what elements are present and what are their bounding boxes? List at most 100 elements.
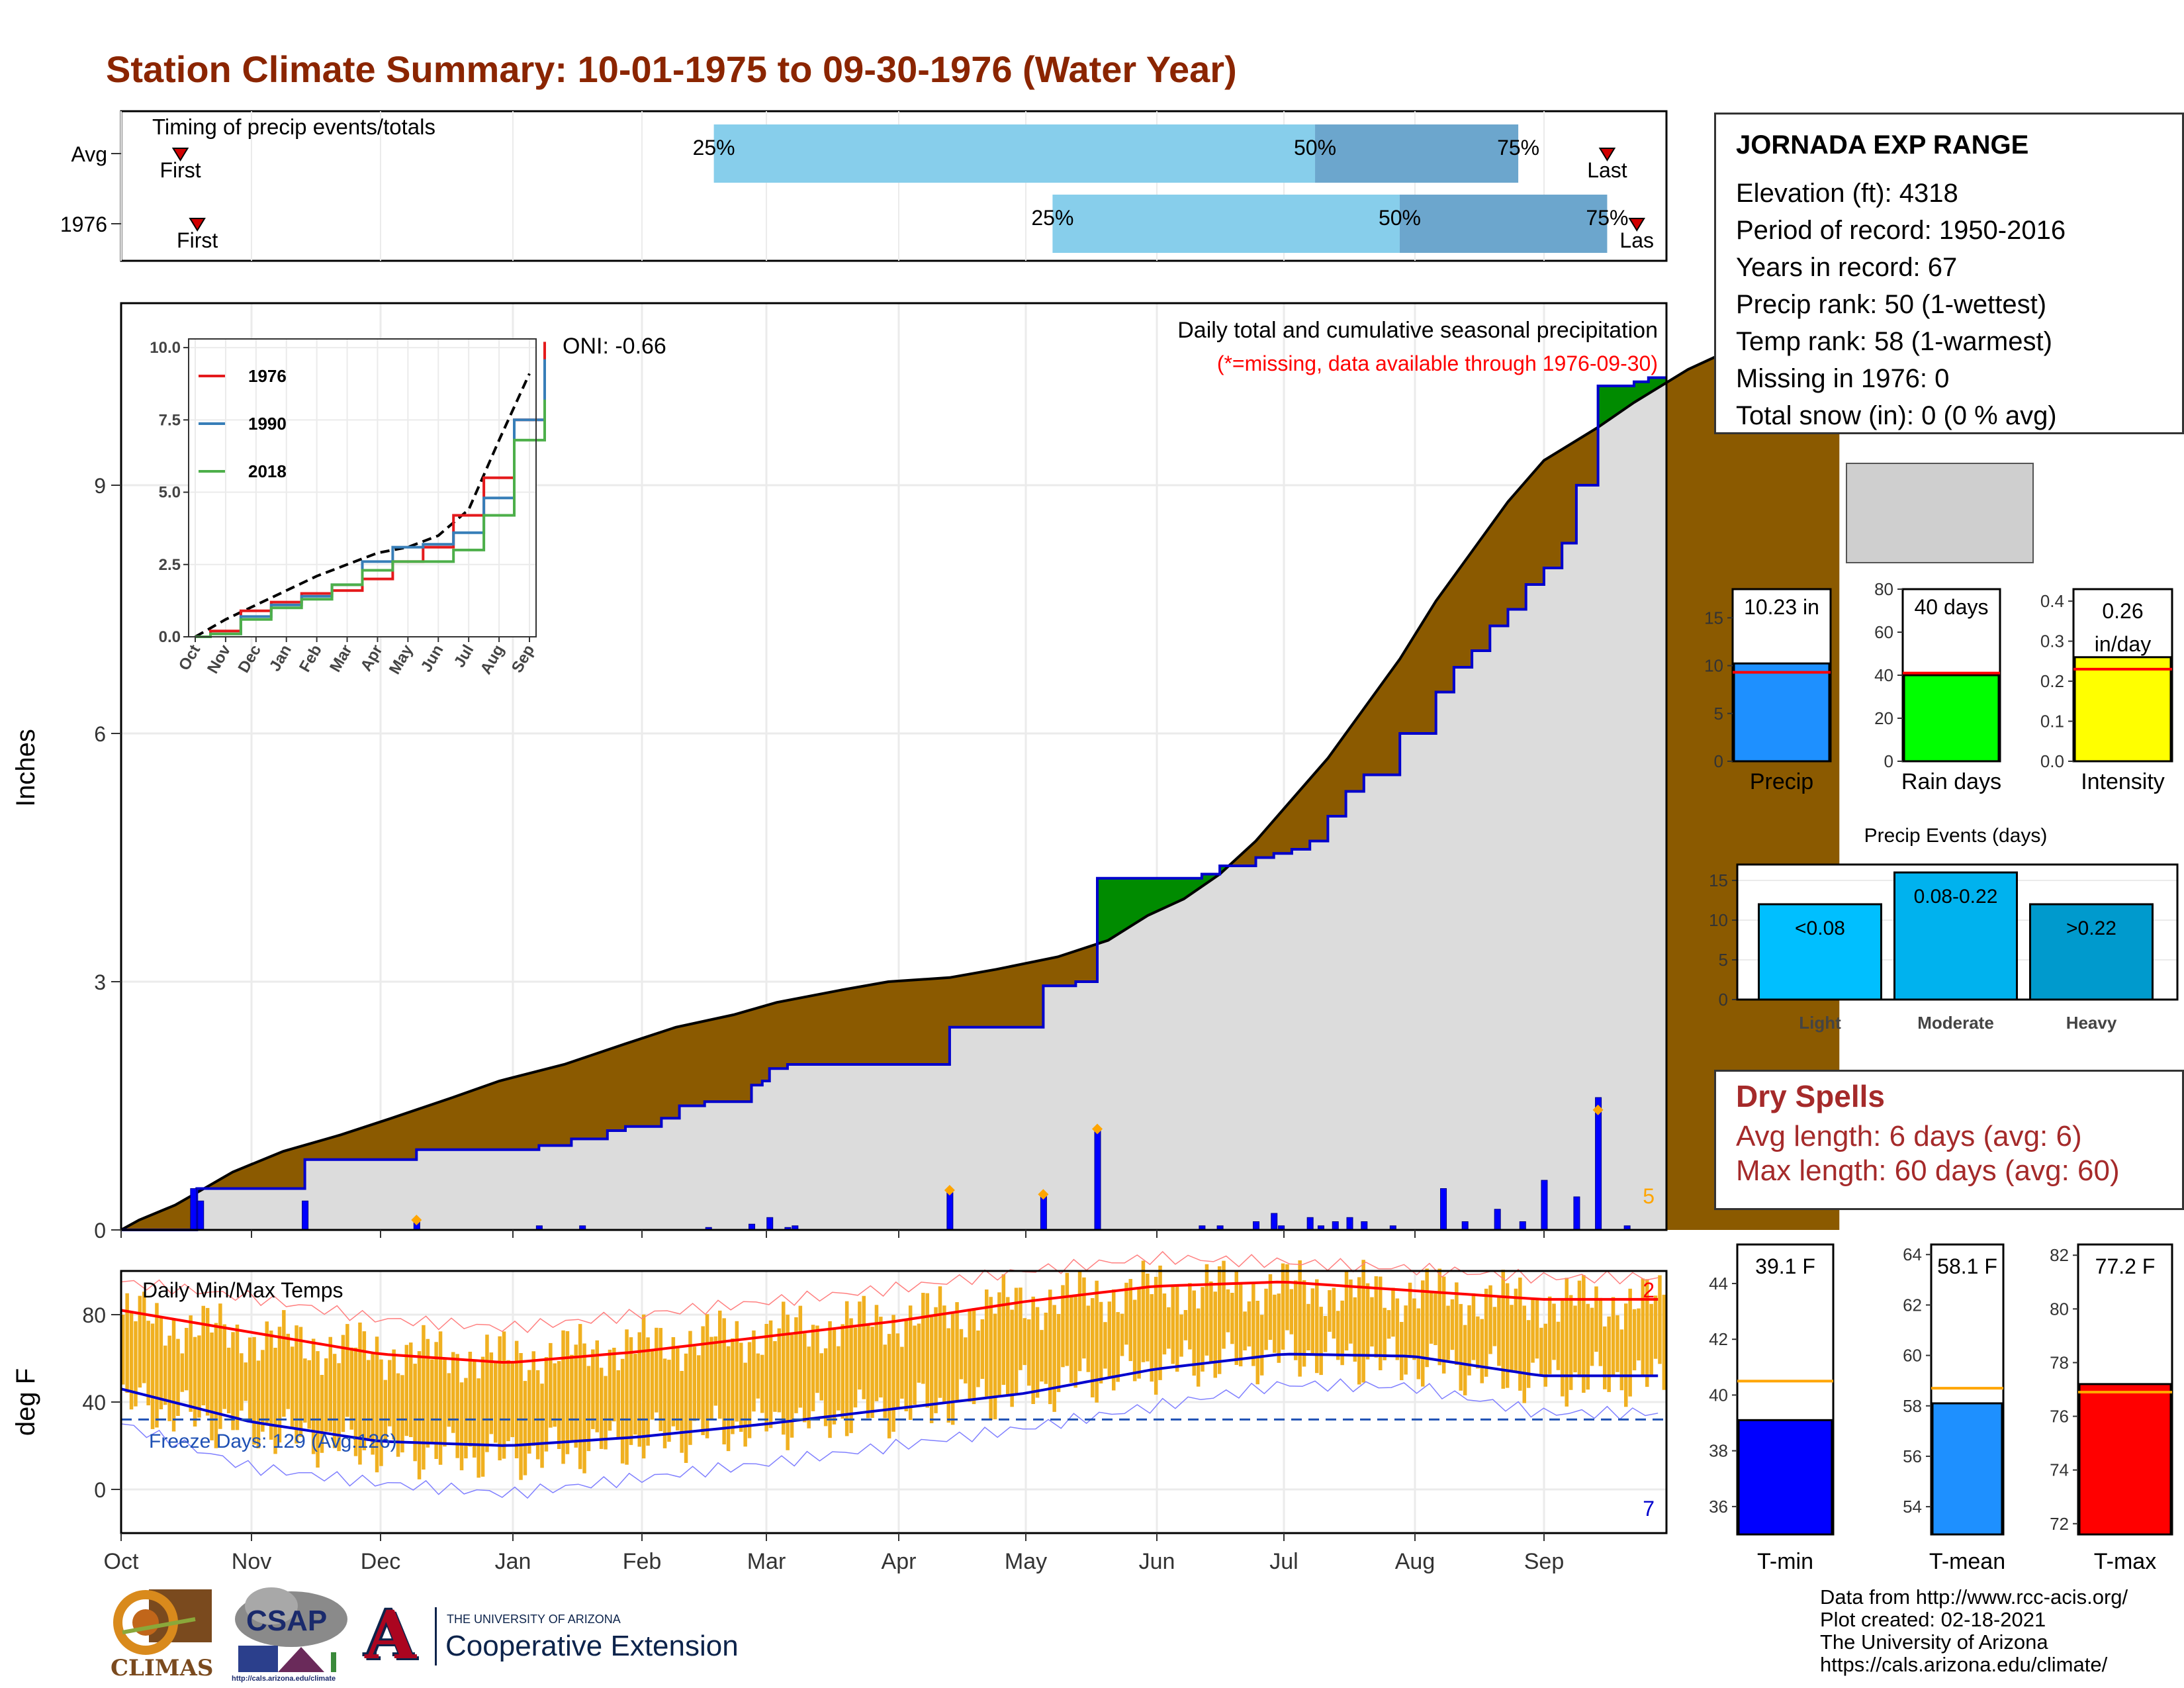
daily-precip-bar (197, 1200, 205, 1231)
avg-cumulative-line (120, 302, 1841, 1231)
daily-temp-bar (1400, 1322, 1404, 1380)
daily-temp-bar (1014, 1288, 1019, 1395)
daily-temp-bar (256, 1360, 261, 1448)
daily-temp-bar (1615, 1315, 1619, 1372)
daily-temp-bar (1586, 1303, 1590, 1390)
daily-temp-bar (125, 1293, 129, 1393)
daily-temp-bar (1183, 1310, 1188, 1340)
daily-temp-bar (807, 1346, 811, 1429)
timing-row-label: 1976 (60, 212, 107, 236)
inset-series-line-1990 (195, 359, 546, 638)
precip-events-frame (1736, 863, 2179, 1001)
daily-temp-bar (240, 1353, 244, 1411)
summary-y-tick-label: 0 (1714, 751, 1723, 771)
daily-temp-bar (1255, 1301, 1259, 1385)
timing-q25-label: 25% (693, 136, 735, 160)
daily-temp-bar (1027, 1319, 1031, 1386)
daily-temp-bar (1268, 1274, 1273, 1340)
temp-line-record_max (120, 1250, 1659, 1333)
daily-temp-bar (1353, 1297, 1357, 1362)
daily-temp-bar (1099, 1301, 1103, 1383)
daily-temp-bar (1124, 1282, 1128, 1345)
footer-line-data-source: Data from http://www.rcc-acis.org/ (1820, 1585, 2128, 1609)
daily-temp-bar (1645, 1279, 1649, 1387)
daily-temp-bar (1446, 1305, 1450, 1360)
temp-summary-panel-t-mean: 54 56 58 60 62 64 58.1 F T-mean (1903, 1243, 2005, 1574)
timing-first-label: First (159, 158, 201, 182)
daily-temp-bar (349, 1347, 353, 1430)
precip-event-bar-moderate (1893, 871, 2018, 1001)
daily-temp-bar (637, 1332, 641, 1447)
summary-value-label: 10.23 in (1744, 595, 1819, 619)
daily-temp-bar (1120, 1313, 1124, 1356)
page-title: Station Climate Summary: 10-01-1975 to 0… (106, 48, 1237, 90)
daily-temp-bar (1501, 1270, 1505, 1389)
daily-temp-bar (887, 1334, 891, 1438)
daily-temp-bar (261, 1350, 265, 1432)
daily-precip-bar (190, 1188, 197, 1231)
timing-q50-label: 50% (1294, 136, 1336, 160)
daily-temp-bar (129, 1311, 134, 1410)
daily-temp-bar (790, 1335, 794, 1438)
daily-temp-bar (574, 1344, 578, 1448)
daily-temp-bar (1217, 1266, 1222, 1374)
daily-temp-bar (362, 1331, 367, 1450)
summary-value-bar (1903, 674, 2000, 763)
daily-temp-bar (883, 1344, 887, 1419)
ua-extension-logo: A THE UNIVERSITY OF ARIZONA Cooperative … (361, 1602, 751, 1675)
daily-temp-bar (193, 1336, 197, 1427)
inset-y-tick-label: 10.0 (150, 339, 181, 357)
inset-legend-label: 2018 (248, 461, 287, 481)
daily-temp-bar (1150, 1294, 1154, 1382)
daily-temp-bar (870, 1327, 874, 1418)
month-axis-label: Jun (1139, 1549, 1175, 1574)
daily-temp-bar (671, 1337, 676, 1427)
daily-temp-bar (142, 1291, 146, 1383)
daily-temp-bar (248, 1337, 252, 1419)
daily-temp-bar (1077, 1270, 1082, 1372)
daily-temp-bar (934, 1307, 938, 1413)
summary-bar-panel-intensity: 0.0 0.1 0.2 0.3 0.4 0.26 in/day Intensity (2040, 588, 2173, 794)
daily-temp-bar (1408, 1282, 1412, 1358)
daily-temp-bar (964, 1337, 968, 1383)
daily-temp-bar (1488, 1285, 1492, 1354)
daily-temp-bar (726, 1346, 731, 1452)
temp-summary-x-label: T-min (1757, 1549, 1813, 1574)
daily-temp-bar (1480, 1319, 1484, 1383)
timing-bar-25-50 (1052, 195, 1400, 253)
temp-line-avg_tmin (120, 1352, 1659, 1447)
daily-temp-bar (514, 1340, 519, 1458)
month-axis-label: Apr (882, 1549, 917, 1574)
daily-temp-bar (697, 1355, 701, 1420)
station-missing: Missing in 1976: 0 (1736, 364, 1950, 393)
summary-value-label: 0.26 (2102, 599, 2143, 623)
daily-temp-bar (341, 1335, 345, 1432)
daily-temp-bar (1484, 1288, 1488, 1377)
daily-temp-bar (768, 1320, 773, 1429)
temp-summary-x-label: T-mean (1929, 1549, 2005, 1574)
daily-temp-bar (565, 1331, 570, 1454)
daily-temp-bar (1522, 1305, 1526, 1403)
daily-temp-bar (1132, 1299, 1137, 1382)
daily-temp-bar (477, 1378, 480, 1478)
summary-bar-panel-precip: 0 5 10 15 10.23 in Precip (1704, 588, 1832, 794)
month-axis-label: Sep (1524, 1549, 1565, 1574)
temp-summary-value-bar (1737, 1419, 1833, 1536)
daily-temp-bar (1547, 1296, 1552, 1374)
daily-temp-bar (388, 1360, 392, 1427)
daily-precip-bar (1094, 1129, 1101, 1231)
daily-temp-bar (1091, 1298, 1095, 1397)
climas-emblem-icon (113, 1589, 212, 1655)
daily-temp-bar (1128, 1279, 1132, 1362)
daily-temp-bar (1141, 1260, 1146, 1362)
daily-temp-bar (858, 1301, 862, 1390)
daily-temp-bar (303, 1358, 307, 1423)
daily-temp-bar (743, 1362, 747, 1447)
daily-temp-bar (1476, 1316, 1480, 1369)
daily-temp-bar (599, 1368, 604, 1449)
daily-temp-bar (659, 1328, 662, 1431)
daily-temp-bar (1052, 1305, 1056, 1412)
daily-temp-bar (337, 1363, 341, 1452)
daily-temp-bar (968, 1311, 972, 1402)
daily-temp-bar (1048, 1289, 1052, 1405)
